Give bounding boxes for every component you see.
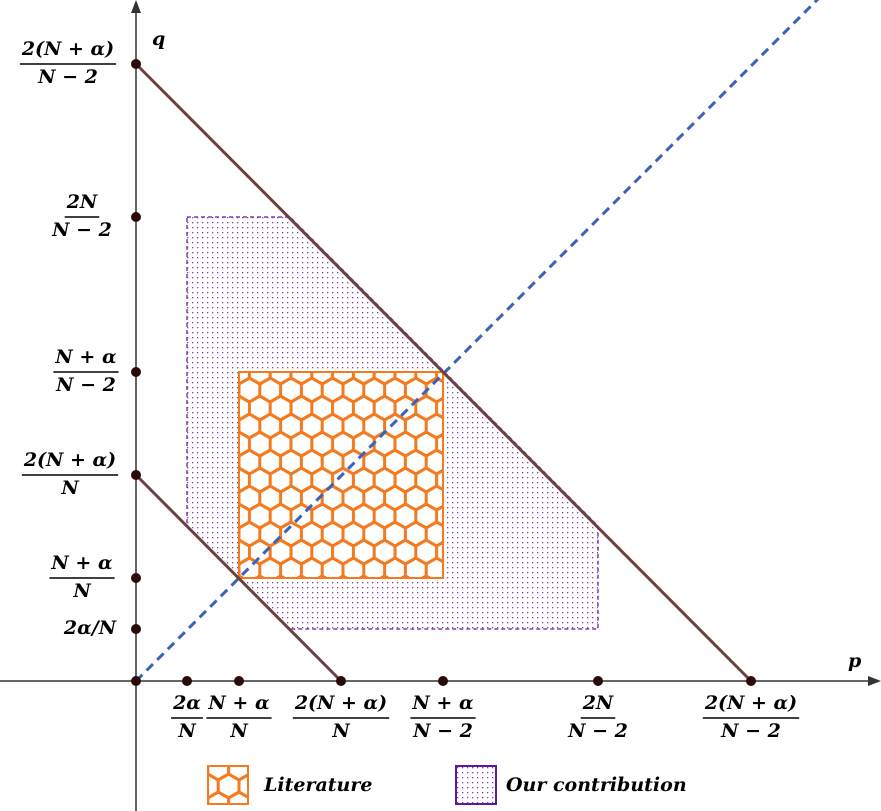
lower-line <box>134 473 343 683</box>
tick-point <box>234 676 244 686</box>
y-arrow <box>131 0 141 13</box>
origin-point <box>131 676 141 686</box>
tick-numerator: N + α <box>50 552 113 574</box>
tick-denominator: N <box>72 580 91 602</box>
tick-denominator: N − 2 <box>412 720 473 742</box>
tick-denominator: N <box>229 720 248 742</box>
tick-point <box>131 59 141 69</box>
tick-numerator: N + α <box>54 346 117 368</box>
tick-denominator: N <box>177 720 196 742</box>
tick-point <box>438 676 448 686</box>
tick-point <box>131 367 141 377</box>
tick-denominator: N − 2 <box>51 219 112 241</box>
tick-point <box>746 676 756 686</box>
diagonal <box>134 0 820 683</box>
tick-denominator: N <box>331 720 350 742</box>
x-axis-label: p <box>848 650 862 672</box>
upper-line <box>134 62 753 683</box>
tick-denominator: N − 2 <box>55 374 116 396</box>
ticks: 2α N N + α N 2(N + α) N N + α N − 2 2N N − 2 2(N +… <box>19 38 800 742</box>
tick-point <box>182 676 192 686</box>
tick-denominator: N <box>60 477 79 499</box>
legend-label: Our contribution <box>506 774 687 796</box>
tick-numerator: 2N <box>66 191 98 213</box>
tick-label: 2α/N <box>63 617 117 639</box>
tick-denominator: N − 2 <box>720 720 781 742</box>
tick-numerator: 2(N + α) <box>704 692 797 714</box>
tick-numerator: N + α <box>411 692 474 714</box>
tick-numerator: 2(N + α) <box>294 692 387 714</box>
tick-point <box>131 212 141 222</box>
legend: Literature Our contribution <box>207 765 687 805</box>
tick-numerator: 2(N + α) <box>21 38 114 60</box>
tick-numerator: 2N <box>582 692 614 714</box>
tick-denominator: N − 2 <box>567 720 628 742</box>
tick-point <box>593 676 603 686</box>
tick-numerator: 2(N + α) <box>23 449 116 471</box>
legend-label: Literature <box>263 774 372 796</box>
legend-swatch-literature <box>207 765 249 805</box>
tick-numerator: 2α <box>172 692 201 714</box>
x-arrow <box>868 676 881 686</box>
tick-numerator: N + α <box>207 692 270 714</box>
tick-point <box>336 676 346 686</box>
tick-denominator: N − 2 <box>37 66 98 88</box>
legend-swatch-contribution <box>455 765 497 805</box>
tick-point <box>131 573 141 583</box>
y-axis-label: q <box>152 28 165 50</box>
tick-point <box>131 470 141 480</box>
tick-point <box>131 624 141 634</box>
